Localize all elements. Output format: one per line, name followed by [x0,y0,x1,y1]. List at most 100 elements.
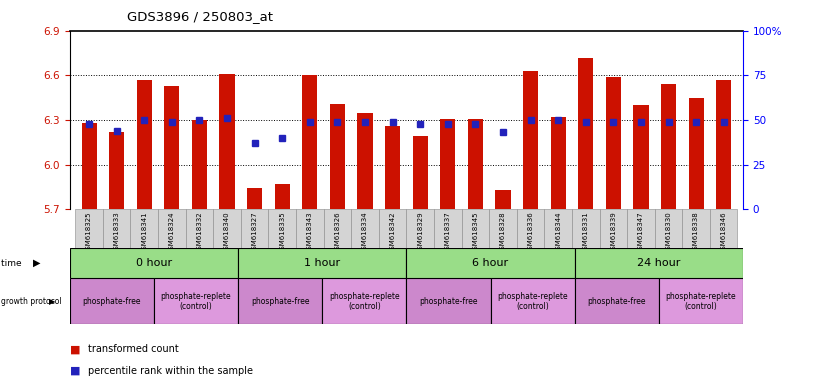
Bar [523,71,538,209]
Bar [551,117,566,209]
Text: percentile rank within the sample: percentile rank within the sample [88,366,253,376]
Bar [275,184,290,209]
Text: growth protocol: growth protocol [1,297,64,306]
Text: time: time [1,258,25,268]
Bar [136,80,152,209]
Bar [154,278,238,324]
Text: phosphate-free: phosphate-free [420,297,478,306]
Text: GSM618336: GSM618336 [528,211,534,254]
Bar [599,209,627,248]
Bar [710,209,737,248]
Text: GSM618343: GSM618343 [307,211,313,254]
Bar [330,104,345,209]
Text: GSM618340: GSM618340 [224,211,230,254]
Bar [659,278,743,324]
Text: GSM618335: GSM618335 [279,211,285,254]
Bar [633,105,649,209]
Text: phosphate-free: phosphate-free [588,297,646,306]
Bar [238,248,406,278]
Text: GSM618331: GSM618331 [583,211,589,254]
Bar [489,209,516,248]
Text: GSM618337: GSM618337 [445,211,451,254]
Bar [131,209,158,248]
Text: GSM618345: GSM618345 [472,211,479,254]
Bar [461,209,489,248]
Bar [606,77,621,209]
Bar [689,98,704,209]
Text: GSM618344: GSM618344 [555,211,561,254]
Bar [81,123,97,209]
Bar [654,209,682,248]
Text: transformed count: transformed count [88,344,179,354]
Bar [241,209,268,248]
Text: ■: ■ [70,344,80,354]
Text: GSM618339: GSM618339 [610,211,617,254]
Text: GDS3896 / 250803_at: GDS3896 / 250803_at [127,10,273,23]
Text: GSM618347: GSM618347 [638,211,644,254]
Bar [572,209,599,248]
Bar [268,209,296,248]
Bar [103,209,131,248]
Bar [575,248,743,278]
Bar [378,209,406,248]
Text: phosphate-replete
(control): phosphate-replete (control) [666,292,736,311]
Bar [661,84,677,209]
Bar [544,209,572,248]
Text: GSM618341: GSM618341 [141,211,147,254]
Bar [323,278,406,324]
Bar [247,189,262,209]
Bar [434,209,461,248]
Text: phosphate-free: phosphate-free [83,297,141,306]
Text: GSM618326: GSM618326 [334,211,341,254]
Text: GSM618332: GSM618332 [196,211,203,254]
Bar [351,209,378,248]
Bar [575,278,659,324]
Bar [70,278,154,324]
Bar [357,113,373,209]
Bar [406,209,434,248]
Text: 0 hour: 0 hour [135,258,172,268]
Text: phosphate-free: phosphate-free [251,297,310,306]
Bar [516,209,544,248]
Text: 6 hour: 6 hour [472,258,509,268]
Text: ▶: ▶ [49,297,56,306]
Bar [491,278,575,324]
Bar [76,209,103,248]
Bar [468,119,483,209]
Text: 24 hour: 24 hour [637,258,681,268]
Bar [219,74,235,209]
Bar [440,119,456,209]
Bar [192,120,207,209]
Bar [413,136,428,209]
Text: ▶: ▶ [33,258,40,268]
Text: GSM618342: GSM618342 [390,211,396,254]
Bar [296,209,323,248]
Bar [627,209,654,248]
Text: GSM618330: GSM618330 [666,211,672,254]
Text: GSM618328: GSM618328 [500,211,506,254]
Text: GSM618329: GSM618329 [417,211,423,254]
Text: 1 hour: 1 hour [304,258,341,268]
Text: GSM618334: GSM618334 [362,211,368,254]
Bar [385,126,400,209]
Text: GSM618325: GSM618325 [86,211,92,254]
Bar [495,190,511,209]
Text: ■: ■ [70,366,80,376]
Bar [578,58,594,209]
Bar [109,132,124,209]
Bar [716,80,732,209]
Bar [682,209,710,248]
Text: GSM618338: GSM618338 [693,211,699,254]
Bar [238,278,323,324]
Bar [158,209,186,248]
Bar [213,209,241,248]
Text: phosphate-replete
(control): phosphate-replete (control) [329,292,400,311]
Text: GSM618346: GSM618346 [721,211,727,254]
Bar [323,209,351,248]
Text: phosphate-replete
(control): phosphate-replete (control) [161,292,232,311]
Text: phosphate-replete
(control): phosphate-replete (control) [498,292,568,311]
Bar [302,75,318,209]
Text: GSM618327: GSM618327 [252,211,258,254]
Text: GSM618324: GSM618324 [169,211,175,254]
Bar [406,278,491,324]
